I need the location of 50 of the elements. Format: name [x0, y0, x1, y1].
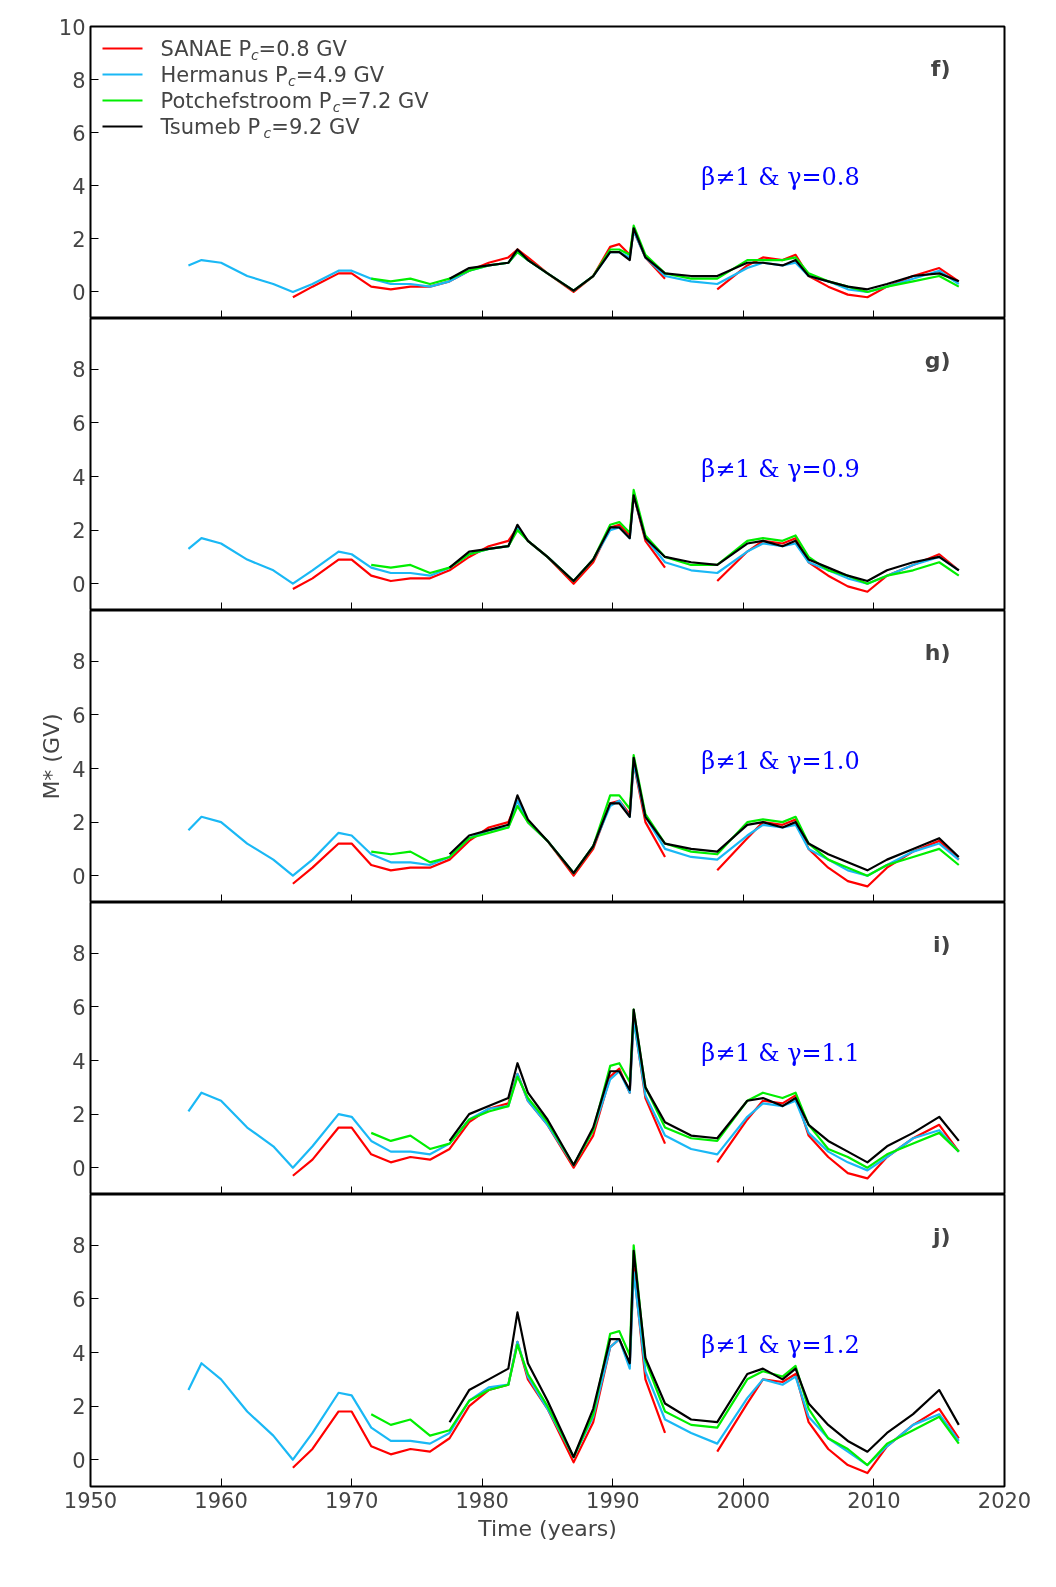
annotation: β≠1 & γ=1.2: [701, 1330, 860, 1359]
x-tick-label: 1960: [194, 1488, 248, 1513]
y-tick-label: 0: [72, 1156, 86, 1181]
y-tick-label: 0: [72, 572, 86, 597]
y-tick-label: 4: [72, 174, 86, 199]
y-tick-label: 8: [72, 358, 86, 383]
y-axis-title: M* (GV): [39, 713, 65, 800]
y-tick-label: 8: [72, 650, 86, 675]
line-series: [187, 1271, 960, 1467]
y-tick-label: 4: [72, 1341, 86, 1366]
y-tick-label: 4: [72, 1049, 86, 1074]
x-tick-label: 1980: [455, 1488, 509, 1513]
x-tick-label: 1950: [63, 1488, 118, 1513]
annotation: β≠1 & γ=0.9: [701, 454, 860, 483]
annotation: β≠1 & γ=1.1: [701, 1038, 860, 1067]
y-tick-label: 4: [72, 757, 86, 782]
x-tick-label: 1970: [324, 1488, 379, 1513]
y-tick-label: 0: [72, 864, 86, 889]
y-tick-label: 6: [72, 121, 86, 146]
y-tick-label: 6: [72, 411, 86, 436]
x-tick-label: 2000: [716, 1488, 771, 1513]
y-tick-label: 8: [72, 942, 86, 967]
annotation: i): [932, 932, 951, 957]
y-tick-label: 2: [72, 811, 86, 836]
y-tick-label: 6: [72, 1287, 86, 1312]
annotation: g): [924, 348, 951, 373]
line-series: [448, 227, 960, 292]
y-tick-label: 0: [72, 1448, 86, 1473]
y-tick-label: 6: [72, 703, 86, 728]
annotation: f): [930, 56, 951, 81]
y-tick-label: 2: [72, 1103, 86, 1128]
annotation: β≠1 & γ=1.0: [701, 746, 860, 775]
y-tick-label: 2: [72, 227, 86, 252]
x-tick-label: 1990: [586, 1488, 640, 1513]
y-tick-label: 4: [72, 465, 86, 490]
y-tick-label: 10: [58, 15, 86, 40]
y-tick-label: 2: [72, 1395, 86, 1420]
y-tick-label: 0: [72, 280, 86, 305]
annotation: j): [931, 1224, 951, 1249]
y-tick-label: 6: [72, 995, 86, 1020]
annotation: h): [924, 640, 951, 665]
x-tick-label: 2010: [847, 1488, 901, 1513]
y-tick-label: 8: [72, 1234, 86, 1259]
y-tick-label: 2: [72, 519, 86, 544]
y-tick-label: 8: [72, 68, 86, 93]
annotation: β≠1 & γ=0.8: [701, 162, 860, 191]
x-tick-label: 2020: [977, 1488, 1032, 1513]
line-series: [448, 494, 960, 583]
line-series: [448, 1249, 960, 1459]
x-axis-title: Time (years): [477, 1515, 617, 1541]
